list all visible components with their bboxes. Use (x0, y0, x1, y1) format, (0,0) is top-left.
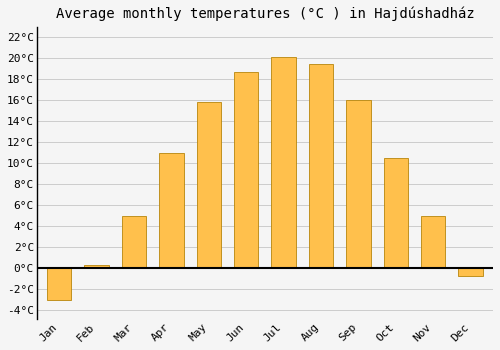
Title: Average monthly temperatures (°C ) in Hajdúshadház: Average monthly temperatures (°C ) in Ha… (56, 7, 474, 21)
Bar (47, 268, 72, 300)
Bar (196, 103, 221, 268)
Bar (122, 216, 146, 268)
Bar (159, 153, 184, 268)
Bar (309, 64, 333, 268)
Bar (346, 100, 370, 268)
Bar (84, 265, 108, 268)
Bar (272, 57, 295, 268)
Bar (234, 72, 258, 268)
Bar (458, 268, 483, 276)
Bar (384, 158, 408, 268)
Bar (421, 216, 446, 268)
